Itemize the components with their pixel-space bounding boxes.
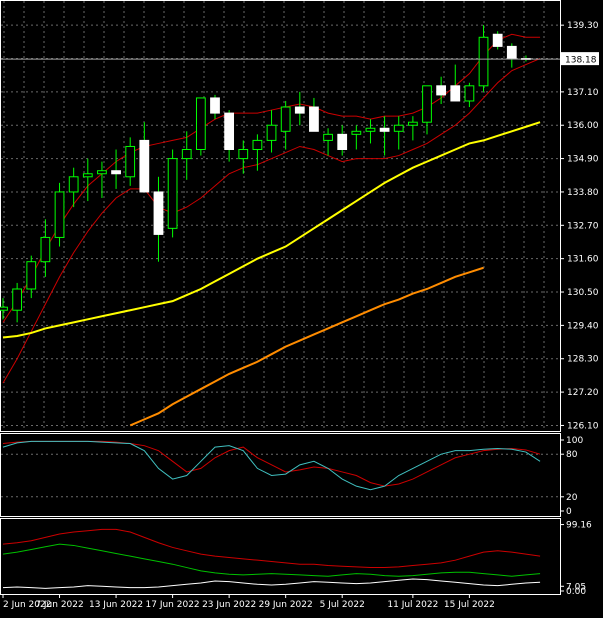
price-tick-label: 130.50: [567, 288, 599, 298]
candle-bull: [167, 158, 178, 229]
stochastic-tick-label: 0: [566, 507, 572, 517]
candle-bull: [252, 139, 263, 150]
price-tick-label: 131.60: [567, 255, 599, 265]
stochastic-layer: [2, 440, 541, 491]
price-tick-label: 134.90: [567, 155, 599, 165]
current-price-tag: [561, 52, 599, 66]
oscillator-tick-label: 99.16: [566, 521, 592, 531]
stochastic-line-2: [2, 440, 541, 491]
moving-average-fast-line: [2, 121, 541, 339]
candle-bull: [82, 173, 93, 178]
candle-bull: [12, 288, 23, 311]
oscillator-tick-label: 7.05: [566, 582, 586, 592]
candle-bear: [492, 33, 503, 47]
oscillator-tick-label: 0.00: [566, 587, 586, 597]
price-layer: [0, 25, 560, 427]
candle-bull: [323, 133, 333, 141]
price-tick-label: 136.00: [567, 121, 599, 131]
candle-bull: [280, 106, 291, 132]
candle-bull: [407, 121, 418, 126]
oscillator-line-2: [2, 543, 541, 577]
price-tick-label: 132.70: [567, 221, 599, 231]
candle-bull: [365, 127, 376, 132]
price-tick-label: 133.80: [567, 188, 599, 198]
candle-bull: [195, 97, 206, 150]
candle-bull: [68, 176, 79, 193]
envelope-lower-line: [2, 58, 541, 384]
current-price-label: 138.18: [565, 56, 597, 66]
candle-bull: [0, 306, 8, 311]
oscillator-panel-frame: [0, 518, 561, 595]
candle-bear: [379, 127, 390, 132]
date-tick-label: 15 Jul 2022: [444, 600, 495, 610]
candle-bull: [54, 191, 65, 238]
stochastic-tick-label: 100: [566, 436, 583, 446]
price-tick-label: 127.20: [567, 388, 599, 398]
candle-bear: [294, 106, 305, 114]
candle-bear: [111, 170, 121, 175]
candle-bull: [181, 148, 192, 160]
candle-bull: [125, 145, 136, 178]
candle-bear: [337, 133, 348, 150]
stochastic-panel-frame: [0, 433, 561, 517]
price-tick-label: 137.10: [567, 88, 599, 98]
price-tick-label: 139.30: [567, 21, 599, 31]
candle-bear: [450, 85, 461, 102]
candle-bear: [210, 97, 220, 114]
stochastic-tick-label: 20: [566, 493, 578, 503]
candle-bear: [309, 106, 319, 132]
date-tick-label: 23 Jun 2022: [202, 600, 256, 610]
candle-bull: [464, 85, 475, 102]
oscillator-layer: [2, 528, 541, 589]
date-tick-label: 17 Jun 2022: [146, 600, 200, 610]
date-tick-label: 2 Jun 2022: [3, 600, 51, 610]
candle-bear: [436, 85, 447, 96]
date-tick-label: 11 Jul 2022: [387, 600, 438, 610]
price-tick-label: 126.10: [567, 421, 599, 431]
candle-bull: [266, 124, 277, 141]
candle-bull: [351, 130, 362, 135]
candle-bear: [139, 139, 150, 193]
oscillator-line-3: [2, 578, 541, 589]
candle-bull: [40, 236, 51, 263]
candle-bull: [393, 124, 404, 132]
date-tick-label: 7 Jun 2022: [35, 600, 83, 610]
stochastic-tick-label: 80: [566, 450, 578, 460]
price-panel-frame: [0, 0, 561, 432]
candle-bull: [26, 261, 37, 290]
candle-bull: [478, 36, 489, 87]
candle-bull: [238, 148, 249, 160]
candle-bear: [224, 112, 235, 150]
moving-average-slow-line: [129, 266, 484, 427]
oscillator-line-1: [2, 528, 541, 569]
axis-layer: 139.30138.20137.10136.00134.90133.80132.…: [2, 21, 599, 610]
candle-bull: [97, 170, 107, 175]
stochastic-line-1: [2, 440, 541, 487]
date-tick-label: 29 Jun 2022: [259, 600, 313, 610]
price-tick-label: 128.30: [567, 355, 599, 365]
date-tick-label: 5 Jul 2022: [320, 600, 365, 610]
candle-bear: [506, 45, 517, 60]
candle-bull: [422, 85, 432, 123]
price-tick-label: 129.40: [567, 321, 599, 331]
date-tick-label: 13 Jun 2022: [89, 600, 143, 610]
candle-bear: [153, 191, 164, 235]
